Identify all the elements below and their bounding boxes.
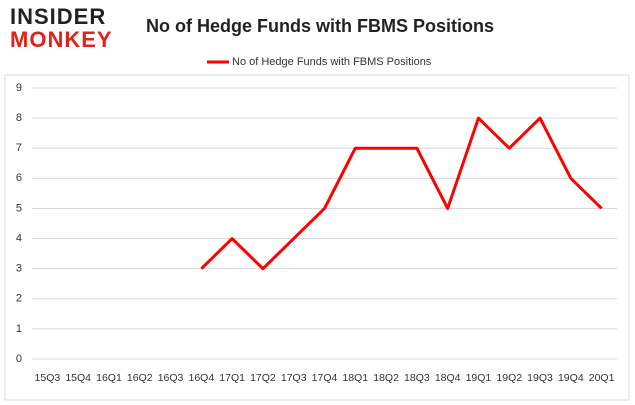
x-tick-label: 19Q3 — [527, 372, 553, 384]
y-tick-label: 4 — [16, 232, 22, 244]
chart-border — [4, 74, 630, 401]
x-tick-label: 18Q4 — [435, 372, 461, 384]
x-tick-label: 16Q1 — [96, 372, 122, 384]
data-line — [200, 116, 603, 271]
y-tick-label: 3 — [16, 263, 22, 275]
legend-label: No of Hedge Funds with FBMS Positions — [232, 56, 432, 68]
x-tick-label: 17Q2 — [250, 372, 276, 384]
x-tick-label: 15Q4 — [65, 372, 91, 384]
y-tick-label: 9 — [16, 82, 22, 94]
x-tick-label: 17Q1 — [219, 372, 245, 384]
x-tick-label: 19Q4 — [558, 372, 584, 384]
x-tick-label: 20Q1 — [589, 372, 615, 384]
logo-bottom: MONKEY — [10, 27, 113, 52]
y-tick-label: 6 — [16, 172, 22, 184]
y-tick-label: 2 — [16, 293, 22, 305]
x-tick-label: 16Q3 — [158, 372, 184, 384]
x-tick-label: 15Q3 — [35, 372, 61, 384]
y-tick-label: 1 — [16, 323, 22, 335]
y-tick-label: 8 — [16, 112, 22, 124]
x-tick-label: 19Q2 — [496, 372, 522, 384]
logo-top: INSIDER — [10, 4, 106, 29]
x-tick-label: 19Q1 — [466, 372, 492, 384]
y-tick-label: 0 — [16, 353, 22, 365]
x-tick-label: 18Q1 — [342, 372, 368, 384]
y-tick-label: 7 — [16, 142, 22, 154]
x-tick-label: 16Q4 — [188, 372, 214, 384]
x-tick-label: 18Q3 — [404, 372, 430, 384]
x-tick-label: 17Q3 — [281, 372, 307, 384]
y-tick-label: 5 — [16, 202, 22, 214]
x-tick-label: 18Q2 — [373, 372, 399, 384]
x-tick-label: 16Q2 — [127, 372, 153, 384]
x-tick-label: 17Q4 — [312, 372, 338, 384]
chart-title: No of Hedge Funds with FBMS Positions — [146, 16, 494, 36]
